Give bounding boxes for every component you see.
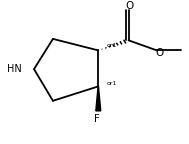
Text: or1: or1 [107,43,117,48]
Text: or1: or1 [107,81,117,86]
Text: O: O [125,1,134,12]
Polygon shape [96,86,101,111]
Text: HN: HN [7,64,22,74]
Text: F: F [94,114,100,124]
Text: O: O [156,48,164,58]
